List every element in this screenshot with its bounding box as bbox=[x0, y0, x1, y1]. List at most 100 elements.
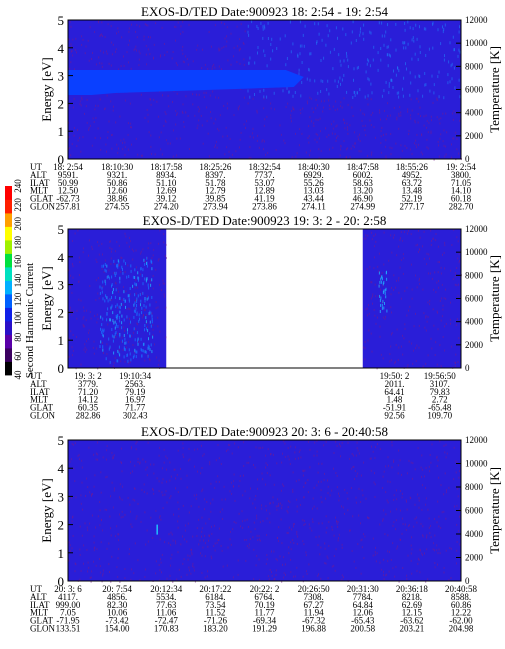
heatmap-speckle bbox=[444, 325, 445, 328]
heatmap-speckle bbox=[128, 61, 129, 64]
heatmap-speckle bbox=[295, 155, 297, 158]
heatmap-speckle bbox=[320, 59, 322, 62]
heatmap-speckle bbox=[281, 504, 283, 507]
heatmap-speckle bbox=[82, 508, 83, 511]
heatmap-speckle bbox=[383, 570, 384, 573]
info-value: 12.06 bbox=[353, 608, 374, 618]
heatmap-speckle bbox=[141, 311, 143, 315]
heatmap-speckle bbox=[302, 474, 304, 477]
heatmap-speckle bbox=[108, 337, 110, 341]
heatmap-speckle bbox=[106, 449, 108, 452]
heatmap-speckle bbox=[384, 317, 386, 320]
heatmap-speckle bbox=[243, 43, 245, 46]
heatmap-speckle bbox=[221, 549, 223, 552]
heatmap-speckle bbox=[172, 155, 174, 158]
heatmap-speckle bbox=[136, 49, 137, 52]
heatmap-speckle bbox=[238, 146, 240, 149]
heatmap-speckle bbox=[221, 518, 223, 520]
heatmap-speckle bbox=[118, 345, 120, 349]
heatmap-speckle bbox=[120, 65, 122, 68]
heatmap-speckle bbox=[421, 468, 423, 471]
heatmap-speckle bbox=[194, 465, 195, 468]
heatmap-speckle bbox=[291, 110, 293, 112]
heatmap-speckle bbox=[101, 342, 103, 344]
heatmap-speckle bbox=[140, 337, 142, 341]
heatmap-speckle bbox=[99, 62, 101, 65]
heatmap-speckle bbox=[374, 551, 376, 554]
heatmap-speckle bbox=[427, 508, 429, 511]
heatmap-speckle bbox=[81, 481, 83, 484]
heatmap-speckle bbox=[97, 458, 99, 461]
heatmap-speckle bbox=[302, 469, 304, 472]
info-value: 18:47:58 bbox=[347, 162, 380, 172]
heatmap-speckle bbox=[68, 269, 70, 272]
heatmap-speckle bbox=[429, 272, 431, 275]
heatmap-speckle bbox=[459, 25, 460, 29]
heatmap-speckle bbox=[436, 549, 438, 552]
heatmap-speckle bbox=[458, 152, 460, 155]
heatmap-speckle bbox=[140, 267, 142, 271]
heatmap-speckle bbox=[405, 499, 407, 502]
heatmap-speckle bbox=[224, 37, 226, 40]
heatmap-speckle bbox=[254, 498, 256, 501]
y2-tick-label: 4000 bbox=[465, 529, 484, 539]
heatmap-speckle bbox=[114, 535, 116, 538]
heatmap-speckle bbox=[457, 487, 459, 490]
info-value: 38.86 bbox=[107, 194, 128, 204]
heatmap-speckle bbox=[122, 141, 123, 144]
heatmap-speckle bbox=[424, 552, 425, 555]
heatmap-speckle bbox=[83, 544, 85, 547]
heatmap-speckle bbox=[178, 508, 180, 510]
heatmap-speckle bbox=[367, 516, 368, 519]
heatmap-speckle bbox=[432, 22, 434, 26]
heatmap-speckle bbox=[247, 102, 249, 105]
heatmap-speckle bbox=[261, 507, 263, 510]
heatmap-speckle bbox=[414, 75, 416, 79]
heatmap-speckle bbox=[222, 565, 224, 568]
heatmap-speckle bbox=[292, 488, 294, 491]
info-value: 16.97 bbox=[125, 395, 146, 405]
heatmap-speckle bbox=[112, 457, 114, 460]
heatmap-speckle bbox=[380, 568, 382, 571]
heatmap-speckle bbox=[323, 56, 325, 60]
heatmap-speckle bbox=[369, 265, 371, 268]
heatmap-speckle bbox=[98, 244, 100, 247]
heatmap-speckle bbox=[336, 124, 338, 127]
heatmap-speckle bbox=[147, 540, 149, 543]
heatmap-speckle bbox=[387, 560, 389, 563]
heatmap-speckle bbox=[326, 555, 328, 558]
heatmap-speckle bbox=[110, 580, 112, 583]
heatmap-speckle bbox=[426, 146, 428, 149]
heatmap-speckle bbox=[126, 353, 128, 357]
heatmap-speckle bbox=[146, 466, 148, 469]
heatmap-speckle bbox=[148, 345, 150, 349]
info-value: 62.69 bbox=[402, 600, 423, 610]
heatmap-speckle bbox=[162, 279, 164, 282]
heatmap-speckle bbox=[400, 157, 402, 160]
heatmap-speckle bbox=[71, 547, 73, 550]
heatmap-speckle bbox=[116, 566, 118, 569]
heatmap-speckle bbox=[116, 303, 118, 307]
info-value: 82.30 bbox=[107, 600, 128, 610]
heatmap-speckle bbox=[134, 47, 136, 50]
heatmap-speckle bbox=[127, 496, 129, 499]
heatmap-speckle bbox=[282, 452, 283, 455]
heatmap-speckle bbox=[368, 329, 370, 332]
heatmap-speckle bbox=[210, 111, 211, 113]
heatmap-speckle bbox=[384, 288, 386, 292]
colorbar-swatch bbox=[5, 213, 12, 227]
heatmap-speckle bbox=[211, 67, 213, 70]
heatmap-speckle bbox=[130, 447, 132, 450]
heatmap-speckle bbox=[443, 129, 445, 132]
heatmap-speckle bbox=[214, 542, 216, 545]
heatmap-speckle bbox=[218, 457, 220, 460]
heatmap-speckle bbox=[384, 145, 386, 148]
heatmap-speckle bbox=[152, 275, 154, 277]
heatmap-speckle bbox=[358, 150, 360, 153]
heatmap-speckle bbox=[111, 328, 113, 331]
heatmap-speckle bbox=[158, 359, 160, 362]
heatmap-speckle bbox=[233, 46, 235, 49]
heatmap-speckle bbox=[365, 234, 367, 237]
heatmap-speckle bbox=[186, 573, 188, 576]
